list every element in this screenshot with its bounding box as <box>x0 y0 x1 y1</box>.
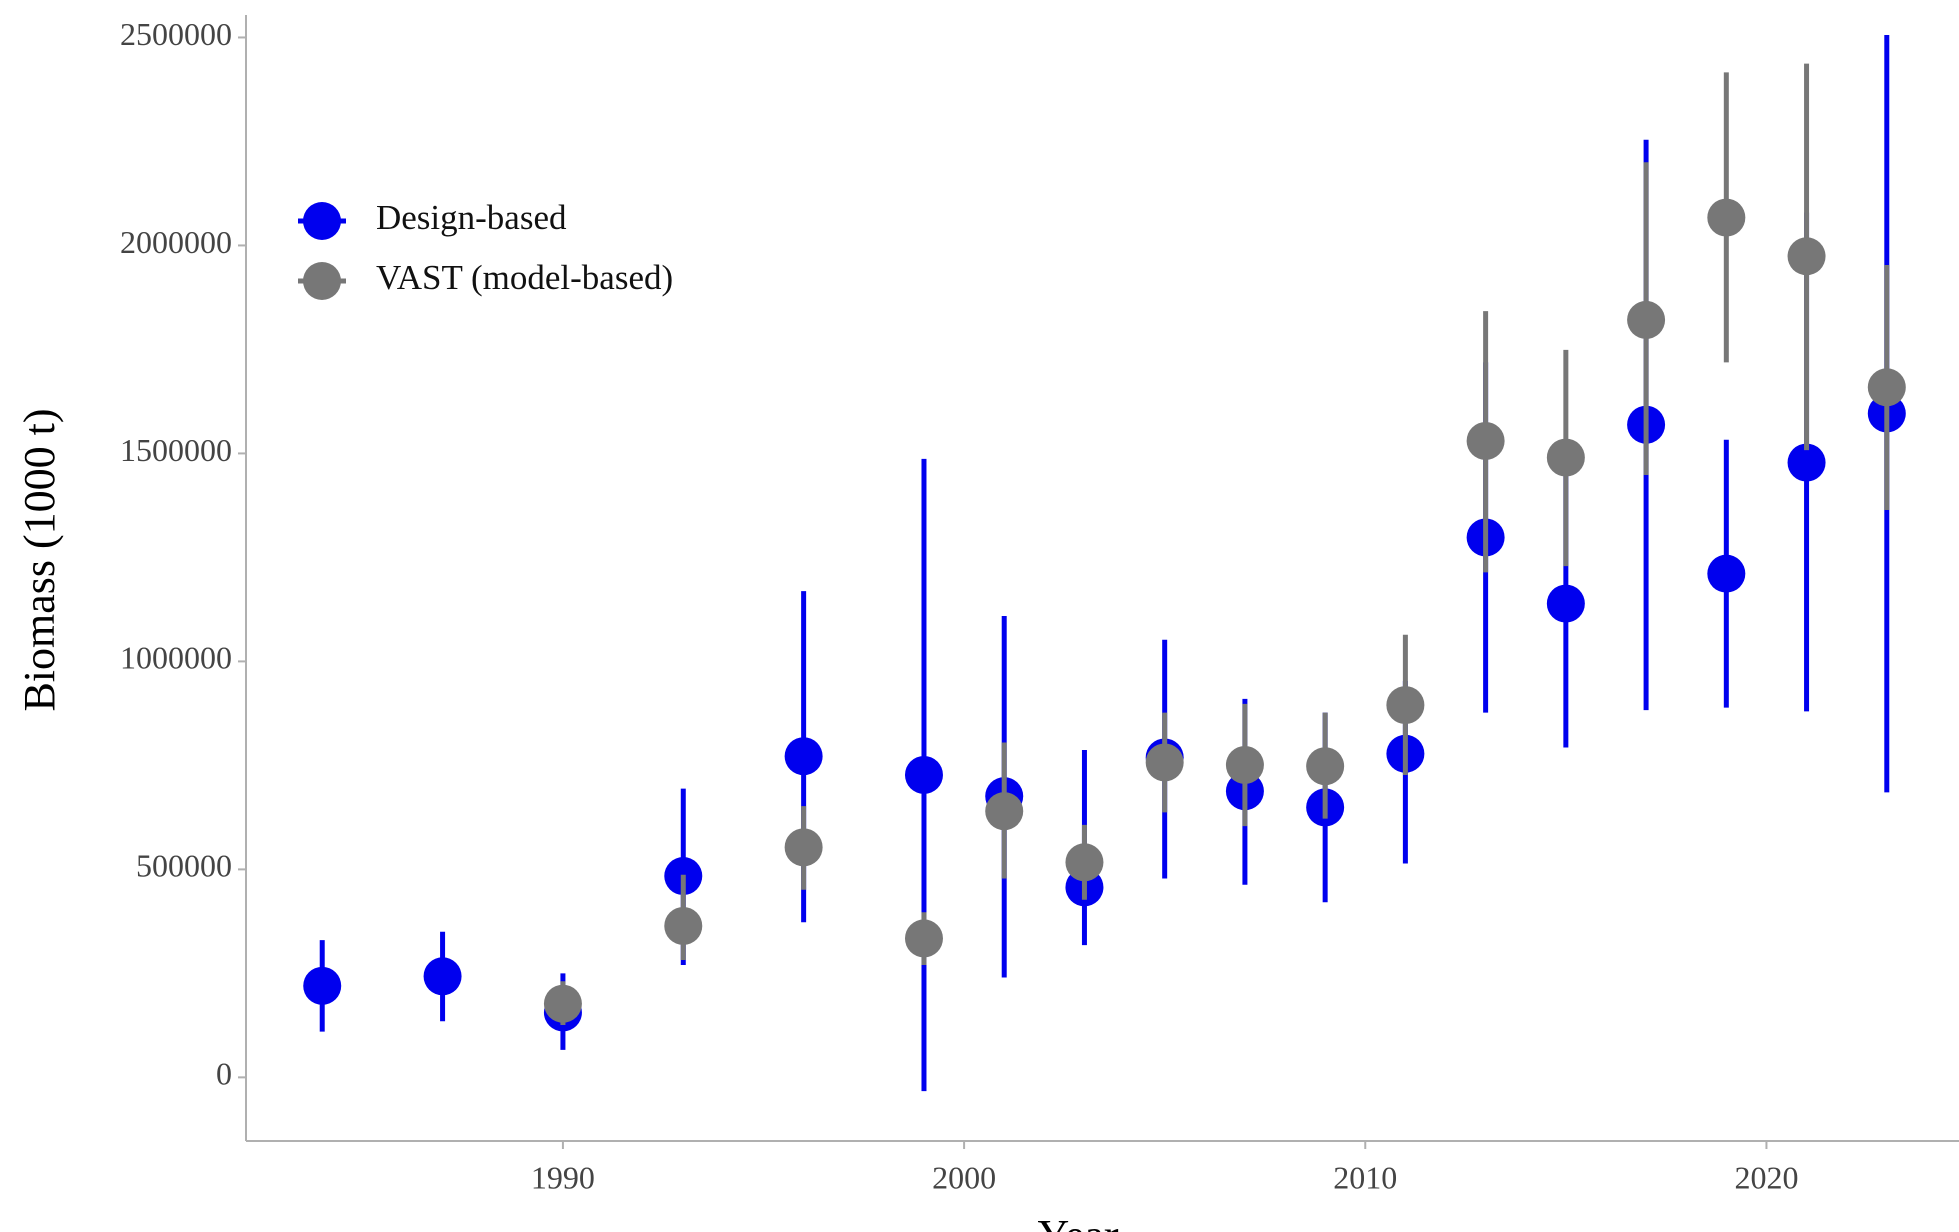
legend-key <box>303 262 341 300</box>
y-tick-label: 1500000 <box>120 432 232 468</box>
point <box>1065 843 1104 882</box>
point <box>784 828 823 867</box>
legend-label: Design-based <box>376 198 567 237</box>
point <box>1546 584 1585 623</box>
point <box>985 792 1024 831</box>
point <box>1707 198 1746 237</box>
x-tick-label: 2020 <box>1734 1159 1798 1195</box>
point <box>1466 421 1505 460</box>
point <box>904 919 943 958</box>
point <box>1225 745 1264 784</box>
point <box>784 737 823 776</box>
y-tick-label: 2000000 <box>120 224 232 260</box>
x-axis-label: Year <box>1037 1211 1118 1232</box>
y-tick-label: 500000 <box>136 848 232 884</box>
x-tick-label: 2010 <box>1333 1159 1397 1195</box>
y-tick-label: 1000000 <box>120 640 232 676</box>
point <box>423 957 462 996</box>
x-tick-label: 2000 <box>932 1159 996 1195</box>
y-axis-label: Biomass (1000 t) <box>15 408 64 711</box>
point <box>1386 686 1425 725</box>
legend-key <box>303 202 341 240</box>
point <box>1627 300 1666 339</box>
point <box>1867 368 1906 407</box>
point <box>1546 438 1585 477</box>
y-tick-label: 2500000 <box>120 16 232 52</box>
point <box>303 966 342 1005</box>
point <box>904 755 943 794</box>
point <box>1306 747 1345 786</box>
point <box>543 984 582 1023</box>
y-tick-label: 0 <box>216 1056 232 1092</box>
point <box>1787 237 1826 276</box>
point <box>1787 443 1826 482</box>
point <box>664 906 703 945</box>
legend-label: VAST (model-based) <box>376 258 673 297</box>
point <box>1145 743 1184 782</box>
point <box>1707 554 1746 593</box>
x-tick-label: 1990 <box>531 1159 595 1195</box>
